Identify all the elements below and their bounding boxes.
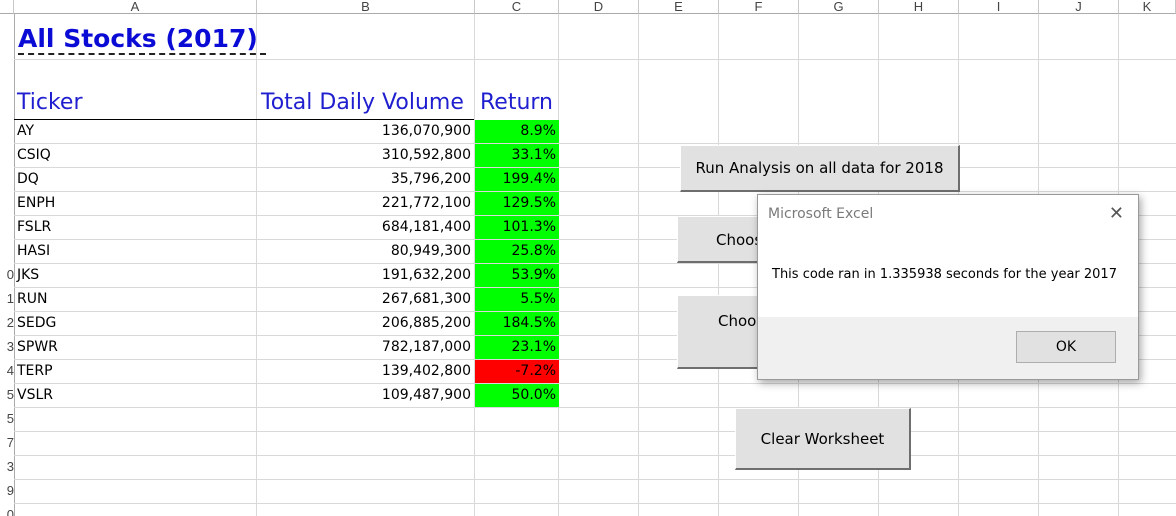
ticker-cell[interactable]: FSLR (17, 219, 52, 235)
row-number[interactable]: 5 (6, 411, 14, 426)
column-header-c[interactable]: C (475, 0, 559, 14)
row-number[interactable]: 5 (6, 387, 14, 402)
column-header-e[interactable]: E (639, 0, 719, 14)
column-header-g[interactable]: G (799, 0, 879, 14)
volume-cell[interactable]: 191,632,200 (381, 267, 471, 283)
return-cell[interactable]: 5.5% (475, 288, 559, 311)
gridline (14, 143, 1176, 144)
ticker-cell[interactable]: RUN (17, 291, 48, 307)
volume-cell[interactable]: 267,681,300 (381, 291, 471, 307)
return-cell[interactable]: 129.5% (475, 192, 559, 215)
row-number[interactable]: 0 (6, 507, 14, 516)
volume-cell[interactable]: 35,796,200 (390, 171, 471, 187)
gridline (14, 263, 1176, 264)
volume-cell[interactable]: 109,487,900 (381, 387, 471, 403)
volume-cell[interactable]: 310,592,800 (381, 147, 471, 163)
gridline (474, 14, 475, 516)
gridline (14, 191, 1176, 192)
ticker-cell[interactable]: ENPH (17, 195, 56, 211)
dialog-message: This code ran in 1.335938 seconds for th… (772, 267, 1117, 282)
row-number[interactable]: 9 (6, 483, 14, 498)
gridline (14, 431, 1176, 432)
gridline (14, 479, 1176, 480)
column-header-j[interactable]: J (1039, 0, 1119, 14)
row-number[interactable]: 4 (6, 363, 14, 378)
run-all-analysis-button[interactable]: Run Analysis on all data for 2018 (680, 145, 960, 192)
gridline (14, 311, 1176, 312)
gridline (256, 14, 257, 516)
return-cell[interactable]: 199.4% (475, 168, 559, 191)
volume-cell[interactable]: 139,402,800 (381, 363, 471, 379)
return-cell[interactable]: 184.5% (475, 312, 559, 335)
volume-cell[interactable]: 221,772,100 (381, 195, 471, 211)
header-volume[interactable]: Total Daily Volume (261, 90, 464, 115)
ticker-cell[interactable]: CSIQ (17, 147, 51, 163)
column-header-h[interactable]: H (879, 0, 959, 14)
header-ticker[interactable]: Ticker (17, 90, 83, 115)
clear-worksheet-button[interactable]: Clear Worksheet (735, 408, 911, 470)
ticker-cell[interactable]: AY (17, 123, 35, 139)
column-header-k[interactable]: K (1119, 0, 1176, 14)
ticker-cell[interactable]: HASI (17, 243, 51, 259)
select-all-corner[interactable] (0, 0, 14, 14)
column-header-b[interactable]: B (257, 0, 475, 14)
gridline (638, 14, 639, 516)
header-return[interactable]: Return (480, 90, 554, 115)
volume-cell[interactable]: 206,885,200 (381, 315, 471, 331)
gridline (14, 215, 1176, 216)
gridline (14, 287, 1176, 288)
ticker-cell[interactable]: DQ (17, 171, 39, 187)
gridline (718, 14, 719, 516)
gridline (14, 407, 1176, 408)
return-cell[interactable]: 50.0% (475, 384, 559, 407)
volume-cell[interactable]: 136,070,900 (381, 123, 471, 139)
column-header-i[interactable]: I (959, 0, 1039, 14)
dialog-title: Microsoft Excel (768, 206, 874, 222)
ok-button[interactable]: OK (1016, 331, 1116, 363)
ticker-cell[interactable]: TERP (17, 363, 53, 379)
return-cell[interactable]: 23.1% (475, 336, 559, 359)
sheet-title[interactable]: All Stocks (2017) (18, 24, 266, 55)
close-icon[interactable]: ✕ (1108, 203, 1124, 223)
row-number[interactable]: 7 (6, 435, 14, 450)
return-cell[interactable]: 8.9% (475, 120, 559, 143)
gridline (14, 503, 1176, 504)
row-number[interactable]: 3 (6, 339, 14, 354)
column-header-d[interactable]: D (559, 0, 639, 14)
column-header-a[interactable]: A (14, 0, 257, 14)
ticker-cell[interactable]: SPWR (17, 339, 58, 355)
gridline (14, 359, 1176, 360)
return-cell[interactable]: 25.8% (475, 240, 559, 263)
gridline (14, 59, 1176, 60)
ticker-cell[interactable]: SEDG (17, 315, 57, 331)
dialog-footer: OK (758, 317, 1138, 379)
row-number[interactable]: 2 (6, 315, 14, 330)
ticker-cell[interactable]: VSLR (17, 387, 53, 403)
gridline (14, 383, 1176, 384)
gridline (14, 167, 1176, 168)
column-headers: A B C D E F G H I J K (0, 0, 1176, 14)
row-header-border (14, 14, 15, 516)
row-number[interactable]: 3 (6, 459, 14, 474)
return-cell[interactable]: 101.3% (475, 216, 559, 239)
volume-cell[interactable]: 782,187,000 (381, 339, 471, 355)
message-dialog: Microsoft Excel ✕ This code ran in 1.335… (757, 194, 1139, 380)
row-number[interactable]: 0 (6, 267, 14, 282)
volume-cell[interactable]: 684,181,400 (381, 219, 471, 235)
ticker-cell[interactable]: JKS (17, 267, 40, 283)
gridline (14, 455, 1176, 456)
header-underline (14, 119, 474, 120)
return-cell[interactable]: 53.9% (475, 264, 559, 287)
gridline (14, 335, 1176, 336)
gridline (14, 239, 1176, 240)
row-number[interactable]: 1 (6, 291, 14, 306)
return-cell[interactable]: -7.2% (475, 360, 559, 383)
volume-cell[interactable]: 80,949,300 (390, 243, 471, 259)
column-header-f[interactable]: F (719, 0, 799, 14)
return-cell[interactable]: 33.1% (475, 144, 559, 167)
